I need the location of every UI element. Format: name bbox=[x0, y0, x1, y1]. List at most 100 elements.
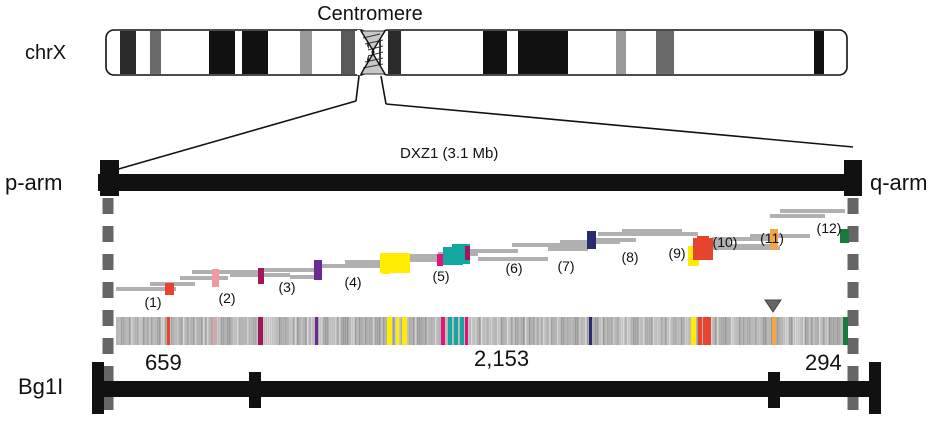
assembly-stripe bbox=[589, 317, 592, 345]
assembly-texture bbox=[337, 317, 339, 345]
assembly-texture bbox=[621, 317, 623, 345]
assembly-stripe bbox=[402, 317, 407, 345]
array-bar-body bbox=[98, 174, 862, 191]
assembly-texture bbox=[717, 317, 719, 345]
assembly-texture bbox=[807, 317, 809, 345]
assembly-texture bbox=[241, 317, 243, 345]
assembly-texture bbox=[201, 317, 203, 345]
assembly-texture bbox=[289, 317, 291, 345]
assembly-texture bbox=[181, 317, 183, 345]
restriction-bar-body bbox=[92, 381, 880, 397]
assembly-texture bbox=[741, 317, 743, 345]
assembly-texture bbox=[511, 317, 513, 345]
assembly-texture bbox=[361, 317, 363, 345]
chromosome-q-arm-body bbox=[379, 29, 848, 76]
dashed-guides bbox=[102, 198, 859, 420]
assembly-texture bbox=[527, 317, 529, 345]
contig-label: (5) bbox=[432, 268, 449, 284]
assembly-texture bbox=[577, 317, 579, 345]
marker-triangle-icon bbox=[764, 299, 782, 313]
assembly-texture bbox=[175, 317, 177, 345]
assembly-texture bbox=[513, 317, 515, 345]
assembly-texture bbox=[305, 317, 307, 345]
read-segment bbox=[262, 268, 317, 272]
assembly-texture bbox=[801, 317, 803, 345]
assembly-texture bbox=[537, 317, 539, 345]
assembly-texture bbox=[635, 317, 637, 345]
read-segment bbox=[598, 232, 698, 236]
assembly-texture bbox=[599, 317, 601, 345]
centromere-hatch bbox=[357, 30, 386, 75]
chromosome-band bbox=[656, 31, 674, 74]
assembly-texture bbox=[489, 317, 491, 345]
chromosome-band bbox=[341, 31, 355, 74]
assembly-texture bbox=[119, 317, 121, 345]
assembly-texture bbox=[563, 317, 565, 345]
assembly-texture bbox=[131, 317, 133, 345]
assembly-texture bbox=[661, 317, 663, 345]
assembly-texture bbox=[779, 317, 781, 345]
assembly-texture bbox=[251, 317, 253, 345]
contig-label: (3) bbox=[278, 279, 295, 295]
chromosome-band bbox=[120, 31, 136, 74]
assembly-texture bbox=[203, 317, 205, 345]
assembly-texture bbox=[415, 317, 417, 345]
assembly-texture bbox=[495, 317, 497, 345]
assembly-texture bbox=[283, 317, 285, 345]
assembly-texture bbox=[677, 317, 679, 345]
assembly-texture bbox=[749, 317, 751, 345]
assembly-texture bbox=[487, 317, 489, 345]
assembly-texture bbox=[541, 317, 543, 345]
assembly-texture bbox=[631, 317, 633, 345]
assembly-texture bbox=[145, 317, 147, 345]
assembly-texture bbox=[139, 317, 141, 345]
contig-marker bbox=[258, 268, 264, 284]
read-segment bbox=[548, 247, 588, 251]
assembly-texture bbox=[429, 317, 431, 345]
read-segment bbox=[700, 240, 730, 244]
contig-tiling bbox=[116, 209, 849, 295]
assembly-texture bbox=[445, 317, 447, 345]
assembly-texture bbox=[727, 317, 729, 345]
assembly-texture bbox=[549, 317, 551, 345]
assembly-texture bbox=[189, 317, 191, 345]
contig-label: (8) bbox=[621, 249, 638, 265]
assembly-texture bbox=[149, 317, 151, 345]
assembly-stripe bbox=[258, 317, 263, 345]
assembly-texture bbox=[737, 317, 739, 345]
assembly-texture bbox=[287, 317, 289, 345]
read-segment bbox=[345, 260, 390, 264]
assembly-texture bbox=[187, 317, 189, 345]
assembly-texture bbox=[755, 317, 757, 345]
assembly-texture bbox=[793, 317, 795, 345]
contig-label: (9) bbox=[668, 245, 685, 261]
assembly-texture bbox=[193, 317, 195, 345]
assembly-texture bbox=[561, 317, 563, 345]
chromosome-band bbox=[814, 31, 824, 74]
assembly-texture bbox=[127, 317, 129, 345]
assembly-texture bbox=[459, 317, 461, 345]
assembly-texture bbox=[269, 317, 271, 345]
assembly-texture bbox=[265, 317, 267, 345]
assembly-texture bbox=[617, 317, 619, 345]
assembly-texture bbox=[157, 317, 159, 345]
assembly-texture bbox=[221, 317, 223, 345]
assembly-texture bbox=[335, 317, 337, 345]
assembly-texture bbox=[367, 317, 369, 345]
contig-label: (4) bbox=[344, 274, 361, 290]
chromosome-band bbox=[242, 31, 268, 74]
assembly-texture bbox=[777, 317, 779, 345]
assembly-texture bbox=[797, 317, 799, 345]
assembly-texture bbox=[209, 317, 211, 345]
read-segment bbox=[410, 254, 450, 258]
contig-marker bbox=[770, 229, 778, 249]
assembly-stripe bbox=[213, 317, 215, 345]
assembly-texture bbox=[363, 317, 365, 345]
assembly-texture bbox=[823, 317, 825, 345]
assembly-texture bbox=[339, 317, 341, 345]
assembly-texture bbox=[567, 317, 569, 345]
assembly-texture bbox=[199, 317, 201, 345]
chromosome-p-arm-body bbox=[105, 29, 369, 76]
contig-label: (12) bbox=[817, 220, 842, 236]
assembly-texture bbox=[747, 317, 749, 345]
